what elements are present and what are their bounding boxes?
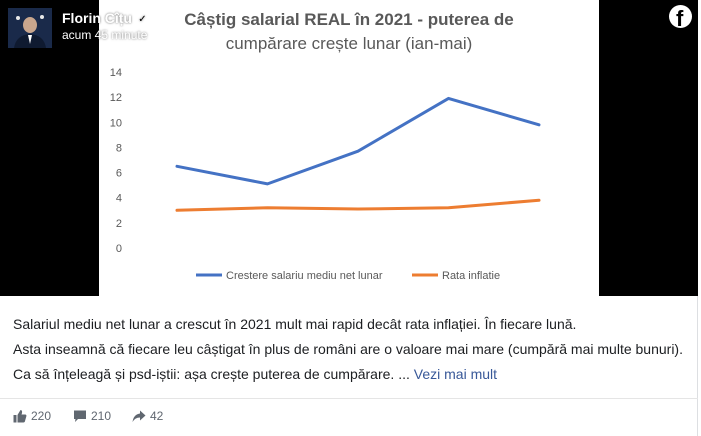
chart-title-line-1: Câștig salarial REAL în 2021 - puterea d… [184,10,513,29]
line-chart: Câștig salarial REAL în 2021 - puterea d… [99,0,599,296]
legend-label: Crestere salariu mediu net lunar [226,270,383,282]
author-name-label: Florin Cîțu [62,10,132,26]
y-tick-label: 10 [110,117,122,129]
comment-bubble-icon [74,410,86,422]
legend-label: Rata inflatie [442,270,500,282]
post-paragraph: Asta inseamnă că fiecare leu câștigat în… [13,341,683,357]
comment-count[interactable]: 210 [73,409,111,423]
post-engagement-bar: 220 210 42 [0,398,698,436]
facebook-logo-icon[interactable]: f [669,5,692,28]
comment-count-value: 210 [91,409,112,423]
chart-legend: Crestere salariu mediu net lunar Rata inf… [196,270,500,282]
chart-series [175,96,541,212]
series-line-salary [175,96,541,186]
post-text: Salariul mediu net lunar a crescut în 20… [13,312,693,387]
post-timestamp[interactable]: acum 45 minute [62,28,148,42]
author-name[interactable]: Florin Cîțu ✓ [62,10,149,26]
post-paragraph: Ca să înțeleagă și psd-iștii: așa crește… [13,362,693,387]
y-tick-label: 12 [110,92,122,104]
like-count[interactable]: 220 [13,409,51,423]
y-tick-label: 6 [116,168,122,180]
post-paragraph-text: Ca să înțeleagă și psd-iștii: așa crește… [13,366,410,382]
like-count-value: 220 [31,409,52,423]
y-axis-tick-labels: 14 12 10 8 6 4 2 0 [110,67,122,255]
author-avatar[interactable] [8,8,52,48]
post-image[interactable]: Câștig salarial REAL în 2021 - puterea d… [0,0,698,296]
chart-background [99,0,599,296]
share-count-value: 42 [150,409,164,423]
see-more-link[interactable]: Vezi mai mult [413,366,498,382]
share-arrow-icon [132,410,146,422]
thumbs-up-icon [13,410,27,423]
post-paragraph: Salariul mediu net lunar a crescut în 20… [13,316,577,332]
series-line-inflation [175,198,541,212]
chart-title-line-2: cumpărare crește lunar (ian-mai) [226,34,473,53]
y-tick-label: 0 [116,243,122,255]
y-tick-label: 4 [116,193,122,205]
verified-badge-icon: ✓ [136,13,149,26]
y-tick-label: 14 [110,67,122,79]
post-header: Florin Cîțu ✓ acum 45 minute f [0,0,698,60]
y-tick-label: 2 [116,218,122,230]
y-tick-label: 8 [116,142,122,154]
share-count[interactable]: 42 [132,409,163,423]
